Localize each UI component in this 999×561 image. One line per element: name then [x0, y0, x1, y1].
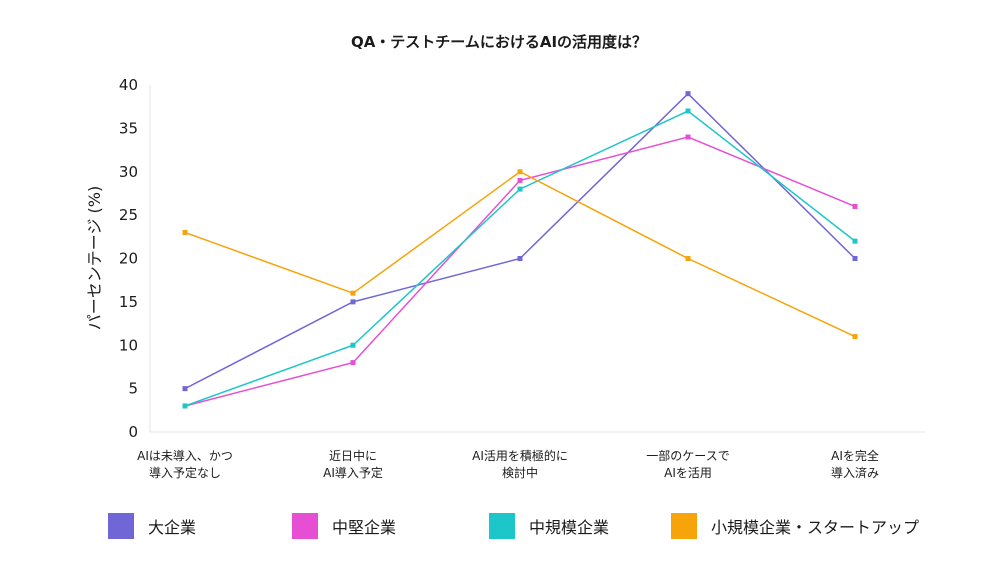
- data-point: [685, 108, 691, 114]
- x-category-label: AI活用を積極的に検討中: [472, 448, 568, 480]
- data-point: [517, 186, 523, 192]
- y-tick-label: 0: [128, 423, 138, 441]
- data-point: [685, 256, 691, 261]
- axes: [149, 85, 925, 433]
- data-point: [852, 238, 858, 244]
- data-point: [517, 256, 523, 261]
- data-point: [182, 403, 188, 409]
- line-chart: QA・テストチームにおけるAIの活用度は？ パーセンテージ (%) 0 5 10 15…: [85, 33, 925, 480]
- legend-label: 中規模企業: [529, 518, 610, 537]
- legend-label: 中堅企業: [332, 518, 397, 537]
- data-point: [350, 299, 356, 305]
- legend-label: 大企業: [148, 518, 197, 537]
- legend-swatch: [108, 513, 134, 539]
- legend: 大企業 中堅企業 中規模企業 小規模企業・スタートアップ: [0, 506, 999, 546]
- data-point: [517, 169, 523, 175]
- x-category-label: 一部のケースで AIを活用: [646, 448, 729, 480]
- y-ticks: 0 5 10 15 20 25 30 35 40: [119, 76, 138, 441]
- series-lines: [182, 91, 858, 409]
- data-point: [685, 91, 691, 97]
- legend-item: 中堅企業: [292, 506, 396, 546]
- data-point: [685, 134, 691, 140]
- legend-swatch: [292, 513, 318, 539]
- y-tick-label: 15: [119, 293, 138, 311]
- y-tick-label: 40: [119, 76, 138, 94]
- y-tick-label: 10: [119, 336, 138, 354]
- data-point: [350, 342, 356, 348]
- legend-label: 小規模企業・スタートアップ: [711, 518, 920, 537]
- series-line: [184, 170, 856, 338]
- x-categories: AIは未導入、かつ導入予定なし 近日中に AI導入予定 AI活用を積極的に検討中 一部の…: [137, 448, 879, 480]
- y-tick-label: 20: [119, 250, 138, 268]
- y-tick-label: 35: [119, 119, 138, 137]
- x-category-label: 近日中に AI導入予定: [323, 448, 383, 480]
- data-point: [852, 334, 858, 340]
- legend-item: 中規模企業: [489, 506, 609, 546]
- legend-item: 大企業: [108, 506, 196, 546]
- legend-item: 小規模企業・スタートアップ: [671, 506, 919, 546]
- y-axis-label: パーセンテージ (%): [85, 186, 104, 330]
- series-line: [184, 136, 856, 407]
- data-point: [182, 229, 188, 235]
- legend-swatch: [489, 513, 515, 539]
- x-category-label: AIは未導入、かつ導入予定なし: [137, 449, 233, 480]
- data-point: [350, 290, 356, 296]
- legend-swatch: [671, 513, 697, 539]
- series-line: [184, 92, 856, 390]
- data-point: [182, 386, 188, 392]
- x-category-label: AIを完全導入済み: [831, 448, 879, 480]
- chart-title: QA・テストチームにおけるAIの活用度は？: [351, 33, 647, 51]
- data-point: [852, 256, 858, 261]
- y-tick-label: 30: [119, 163, 138, 181]
- data-point: [852, 203, 858, 209]
- data-point: [517, 177, 523, 183]
- y-tick-label: 5: [128, 380, 138, 398]
- data-point: [350, 360, 356, 366]
- y-tick-label: 25: [119, 206, 138, 224]
